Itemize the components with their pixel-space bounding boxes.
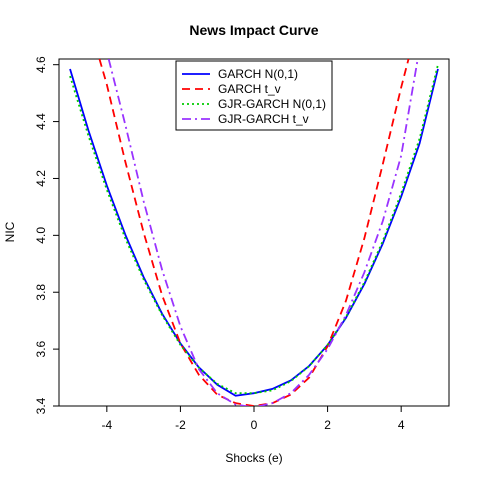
x-tick-label: -4 bbox=[101, 418, 112, 432]
x-tick-label: -2 bbox=[175, 418, 186, 432]
legend-label-gjr-garch-t-v: GJR-GARCH t_v bbox=[218, 112, 309, 126]
y-tick-label: 3.6 bbox=[34, 340, 48, 357]
y-tick-label: 4.2 bbox=[34, 170, 48, 187]
legend-label-garch-t-v: GARCH t_v bbox=[218, 82, 281, 96]
legend-label-garch-n-0-1: GARCH N(0,1) bbox=[218, 67, 298, 81]
x-tick-label: 0 bbox=[251, 418, 258, 432]
y-tick-label: 4.6 bbox=[34, 56, 48, 73]
x-axis-label: Shocks (e) bbox=[225, 451, 282, 465]
y-tick-label: 3.4 bbox=[34, 397, 48, 414]
axes-layer: -4 -2 0 2 4 3.4 3.6 3.8 4.0 4.2 4.4 4.6 bbox=[34, 56, 405, 432]
y-axis-label: NIC bbox=[3, 221, 17, 242]
x-tick-label: 2 bbox=[324, 418, 331, 432]
y-tick-label: 3.8 bbox=[34, 284, 48, 301]
x-tick-label: 4 bbox=[398, 418, 405, 432]
chart-title: News Impact Curve bbox=[189, 22, 318, 38]
series-line-gjr-garch-n-0-1 bbox=[69, 64, 439, 395]
y-tick-label: 4.4 bbox=[34, 113, 48, 130]
series-line-garch-t-v bbox=[98, 59, 410, 406]
series-layer bbox=[69, 59, 439, 406]
legend-label-gjr-garch-n-0-1: GJR-GARCH N(0,1) bbox=[218, 97, 326, 111]
series-line-garch-n-0-1 bbox=[69, 68, 439, 397]
series-line-gjr-garch-t-v bbox=[107, 59, 419, 406]
y-tick-label: 4.0 bbox=[34, 227, 48, 244]
